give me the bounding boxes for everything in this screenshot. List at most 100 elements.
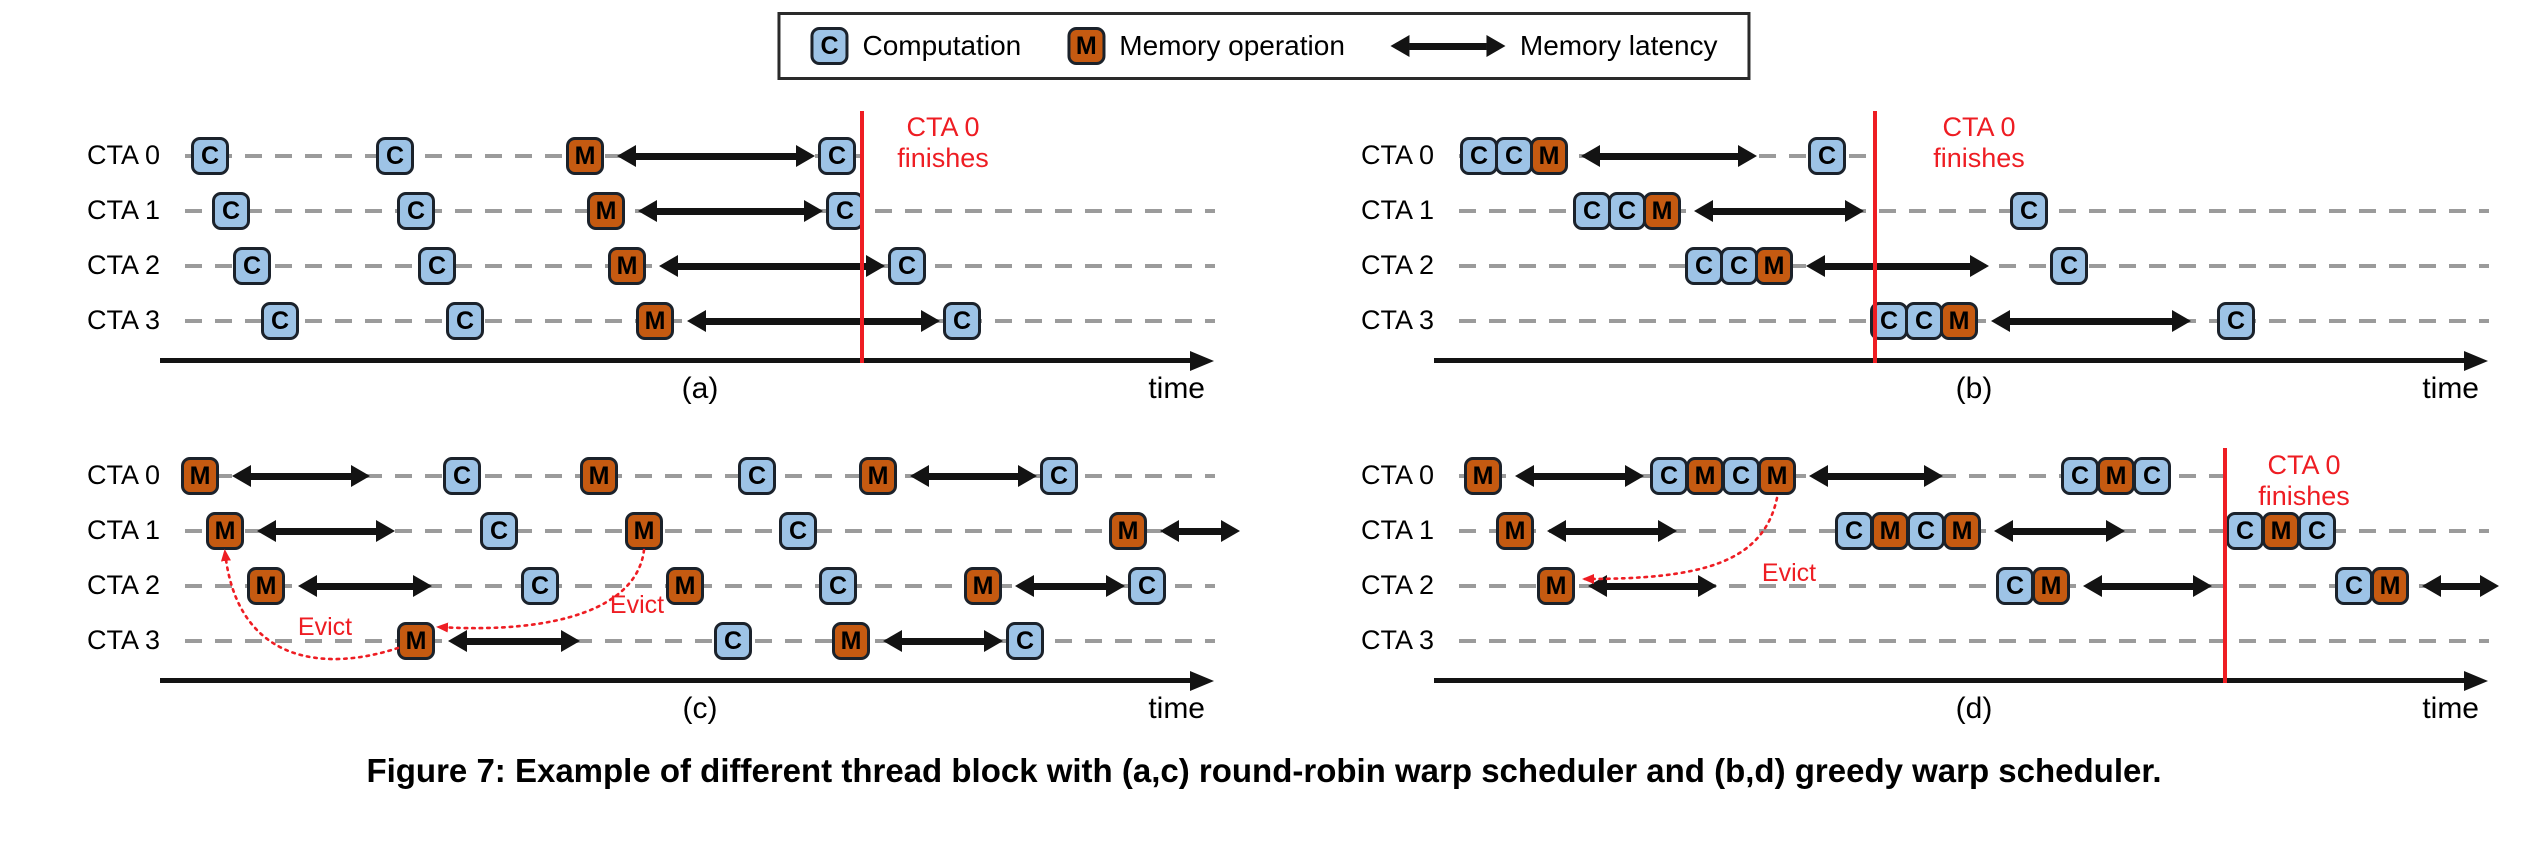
computation-box: C — [738, 457, 776, 495]
arrowhead-right-icon — [1018, 465, 1037, 487]
arrowhead-left-icon — [1390, 35, 1410, 57]
arrowhead-right-icon — [1658, 520, 1677, 542]
legend-latency-label: Memory latency — [1519, 30, 1718, 61]
memory-op-box: M — [1537, 567, 1575, 605]
arrow-bar — [657, 207, 804, 215]
time-axis — [160, 678, 1190, 683]
arrowhead-left-icon — [257, 520, 276, 542]
row-label-b-3: CTA 3 — [1360, 305, 1434, 335]
memory-op-box: M — [580, 457, 618, 495]
cta0-finish-label-line: finishes — [1933, 143, 2025, 174]
memory-op-box: M — [1940, 302, 1978, 340]
memory-latency-arrow — [1588, 575, 1717, 597]
computation-box: C — [480, 512, 518, 550]
memory-op-box: M — [587, 192, 625, 230]
memory-latency-arrow — [617, 145, 815, 167]
computation-box: C — [818, 137, 856, 175]
memory-latency-arrow — [2422, 575, 2499, 597]
memory-op-box: M — [2032, 567, 2070, 605]
arrowhead-right-icon — [351, 465, 370, 487]
cta0-finish-label: CTA 0 finishes — [1869, 112, 2089, 175]
computation-box: C — [397, 192, 435, 230]
computation-box: C — [443, 457, 481, 495]
arrowhead-right-icon — [1625, 465, 1644, 487]
row-label-d-2: CTA 2 — [1360, 570, 1434, 600]
row-label-a-1: CTA 1 — [86, 195, 160, 225]
arrowhead-right-icon — [796, 145, 815, 167]
row-label-d-1: CTA 1 — [1360, 515, 1434, 545]
arrowhead-left-icon — [659, 255, 678, 277]
computation-box: C — [1650, 457, 1688, 495]
memory-latency-arrow — [1991, 310, 2191, 332]
evict-label: Evict — [609, 591, 665, 619]
time-axis — [160, 358, 1190, 363]
cta0-finish-label-line: CTA 0 — [2267, 450, 2341, 480]
memory-latency-arrow — [659, 255, 885, 277]
memory-op-box: M — [1496, 512, 1534, 550]
arrowhead-right-icon — [561, 630, 580, 652]
cta0-finish-label-line: CTA 0 — [1942, 112, 2016, 142]
computation-box: C — [1808, 137, 1846, 175]
memory-latency-arrow — [883, 630, 1003, 652]
arrow-bar — [1566, 527, 1658, 535]
memory-op-box: M — [1871, 512, 1909, 550]
row-label-d-3: CTA 3 — [1360, 625, 1434, 655]
row-label-d-0: CTA 0 — [1360, 460, 1434, 490]
time-axis-label: time — [1148, 692, 1205, 725]
cta0-finish-line — [2223, 448, 2227, 683]
cta0-finish-label-line: CTA 0 — [906, 112, 980, 142]
legend-memory-label: Memory operation — [1119, 30, 1345, 61]
arrowhead-left-icon — [1515, 465, 1534, 487]
arrowhead-right-icon — [1738, 145, 1757, 167]
computation-box: C — [261, 302, 299, 340]
timeline-dashes — [1459, 639, 2489, 643]
arrowhead-right-icon — [804, 200, 823, 222]
time-axis-arrowhead — [2464, 671, 2488, 691]
memory-op-box: M — [566, 137, 604, 175]
memory-latency-arrow — [232, 465, 370, 487]
computation-box: C — [418, 247, 456, 285]
computation-box: C — [2010, 192, 2048, 230]
computation-box: C — [2217, 302, 2255, 340]
arrow-bar — [276, 527, 376, 535]
computation-box: C — [2335, 567, 2373, 605]
arrowhead-right-icon — [1924, 465, 1943, 487]
memory-op-box: M — [2262, 512, 2300, 550]
computation-box: C — [2050, 247, 2088, 285]
memory-latency-arrow — [1515, 465, 1644, 487]
time-axis-label: time — [2422, 692, 2479, 725]
time-axis-label: time — [1148, 372, 1205, 405]
computation-box: C — [826, 192, 864, 230]
computation-box: C — [1460, 137, 1498, 175]
computation-box: C — [1835, 512, 1873, 550]
memory-op-box: M — [247, 567, 285, 605]
memory-latency-arrow — [1994, 520, 2125, 542]
arrowhead-right-icon — [866, 255, 885, 277]
computation-box: C — [943, 302, 981, 340]
arrowhead-left-icon — [1588, 575, 1607, 597]
row-label-b-1: CTA 1 — [1360, 195, 1434, 225]
arrowhead-right-icon — [413, 575, 432, 597]
memory-latency-arrow — [1806, 255, 1989, 277]
computation-box: C — [2298, 512, 2336, 550]
memory-latency-arrow-icon — [1390, 35, 1506, 57]
memory-latency-arrow — [448, 630, 580, 652]
arrowhead-right-icon — [1698, 575, 1717, 597]
computation-box: C — [1128, 567, 1166, 605]
timeline-dashes — [185, 639, 1215, 643]
timeline-dashes — [185, 529, 1215, 533]
arrow-bar — [1825, 262, 1970, 270]
row-label-c-0: CTA 0 — [86, 460, 160, 490]
arrowhead-left-icon — [1991, 310, 2010, 332]
arrowhead-right-icon — [376, 520, 395, 542]
row-label-c-3: CTA 3 — [86, 625, 160, 655]
arrowhead-right-icon — [1106, 575, 1125, 597]
computation-box: C — [1996, 567, 2034, 605]
memory-latency-arrow — [257, 520, 395, 542]
arrowhead-left-icon — [638, 200, 657, 222]
arrowhead-right-icon — [1486, 35, 1506, 57]
